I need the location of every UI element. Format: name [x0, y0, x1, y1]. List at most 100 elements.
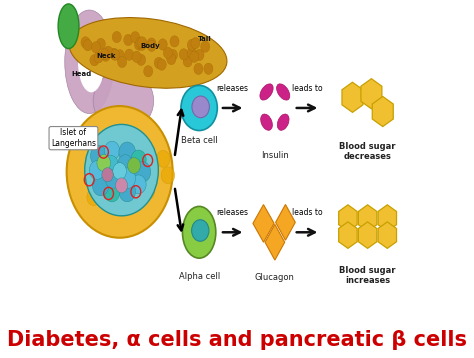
Text: Blood sugar
increases: Blood sugar increases	[339, 266, 396, 285]
Ellipse shape	[126, 136, 140, 153]
Ellipse shape	[58, 4, 79, 49]
Ellipse shape	[191, 38, 200, 49]
Ellipse shape	[135, 39, 144, 50]
Ellipse shape	[112, 32, 121, 43]
Ellipse shape	[137, 37, 147, 48]
Text: Tail: Tail	[198, 36, 212, 42]
Ellipse shape	[179, 49, 188, 60]
Ellipse shape	[110, 49, 119, 61]
Ellipse shape	[119, 181, 136, 202]
Text: Beta cell: Beta cell	[181, 136, 218, 145]
Ellipse shape	[113, 163, 127, 180]
Ellipse shape	[67, 106, 173, 238]
Ellipse shape	[124, 34, 133, 45]
Text: Blood sugar
decreases: Blood sugar decreases	[339, 142, 396, 161]
Text: Alpha cell: Alpha cell	[179, 272, 220, 281]
Ellipse shape	[260, 84, 273, 100]
Polygon shape	[275, 204, 295, 240]
Ellipse shape	[276, 84, 290, 100]
Ellipse shape	[277, 114, 289, 130]
Ellipse shape	[93, 70, 154, 131]
Ellipse shape	[190, 51, 199, 62]
Ellipse shape	[118, 155, 133, 174]
Ellipse shape	[118, 56, 127, 68]
Ellipse shape	[100, 150, 113, 167]
Ellipse shape	[88, 174, 101, 192]
Polygon shape	[342, 82, 363, 112]
Ellipse shape	[96, 38, 105, 49]
Ellipse shape	[69, 18, 227, 88]
Ellipse shape	[128, 147, 141, 164]
Ellipse shape	[102, 155, 118, 176]
Ellipse shape	[128, 158, 140, 174]
Ellipse shape	[183, 56, 192, 67]
Polygon shape	[361, 79, 382, 109]
Ellipse shape	[116, 178, 128, 193]
Text: releases: releases	[217, 208, 248, 217]
Ellipse shape	[90, 149, 104, 166]
Ellipse shape	[181, 85, 217, 131]
Ellipse shape	[104, 141, 119, 160]
Ellipse shape	[132, 51, 141, 62]
Ellipse shape	[81, 37, 90, 48]
Ellipse shape	[65, 10, 114, 113]
Text: Islet of
Langerhans: Islet of Langerhans	[51, 129, 96, 148]
Ellipse shape	[194, 63, 203, 74]
Ellipse shape	[91, 42, 100, 53]
Ellipse shape	[94, 52, 103, 63]
Text: Insulin: Insulin	[261, 151, 289, 160]
Ellipse shape	[85, 124, 158, 216]
Ellipse shape	[119, 142, 136, 163]
Text: leads to: leads to	[292, 84, 322, 93]
Ellipse shape	[92, 175, 109, 196]
Text: Glucagon: Glucagon	[255, 273, 295, 282]
Ellipse shape	[261, 114, 273, 130]
Ellipse shape	[192, 96, 210, 118]
Ellipse shape	[104, 46, 113, 57]
Ellipse shape	[83, 40, 92, 51]
Polygon shape	[339, 205, 357, 231]
Ellipse shape	[111, 130, 124, 147]
Ellipse shape	[204, 63, 213, 74]
Ellipse shape	[131, 32, 140, 43]
Ellipse shape	[164, 47, 173, 58]
Ellipse shape	[170, 36, 179, 47]
Ellipse shape	[119, 168, 136, 189]
Ellipse shape	[195, 49, 204, 61]
Ellipse shape	[187, 47, 196, 58]
Ellipse shape	[100, 156, 114, 173]
Ellipse shape	[125, 49, 134, 61]
Ellipse shape	[135, 176, 148, 193]
Ellipse shape	[158, 39, 167, 50]
Polygon shape	[378, 222, 397, 248]
Ellipse shape	[102, 168, 113, 182]
Ellipse shape	[104, 183, 119, 202]
Ellipse shape	[182, 207, 216, 258]
Ellipse shape	[131, 150, 146, 169]
Ellipse shape	[87, 189, 100, 205]
Ellipse shape	[86, 159, 100, 175]
Ellipse shape	[100, 49, 109, 60]
Ellipse shape	[201, 41, 210, 52]
Ellipse shape	[109, 48, 118, 59]
Ellipse shape	[131, 175, 146, 194]
Ellipse shape	[137, 54, 146, 66]
Polygon shape	[378, 205, 397, 231]
Ellipse shape	[144, 66, 153, 77]
Ellipse shape	[156, 150, 170, 167]
Ellipse shape	[136, 37, 145, 48]
Ellipse shape	[137, 39, 146, 50]
Ellipse shape	[109, 181, 122, 198]
Ellipse shape	[94, 133, 108, 150]
Ellipse shape	[132, 160, 146, 177]
Polygon shape	[253, 204, 274, 242]
Text: releases: releases	[217, 84, 248, 93]
Ellipse shape	[97, 155, 110, 171]
Ellipse shape	[91, 146, 107, 166]
Ellipse shape	[129, 163, 143, 180]
Polygon shape	[265, 224, 285, 260]
Ellipse shape	[168, 49, 178, 61]
Ellipse shape	[101, 50, 110, 61]
Text: Body: Body	[140, 43, 160, 49]
Ellipse shape	[105, 170, 120, 188]
